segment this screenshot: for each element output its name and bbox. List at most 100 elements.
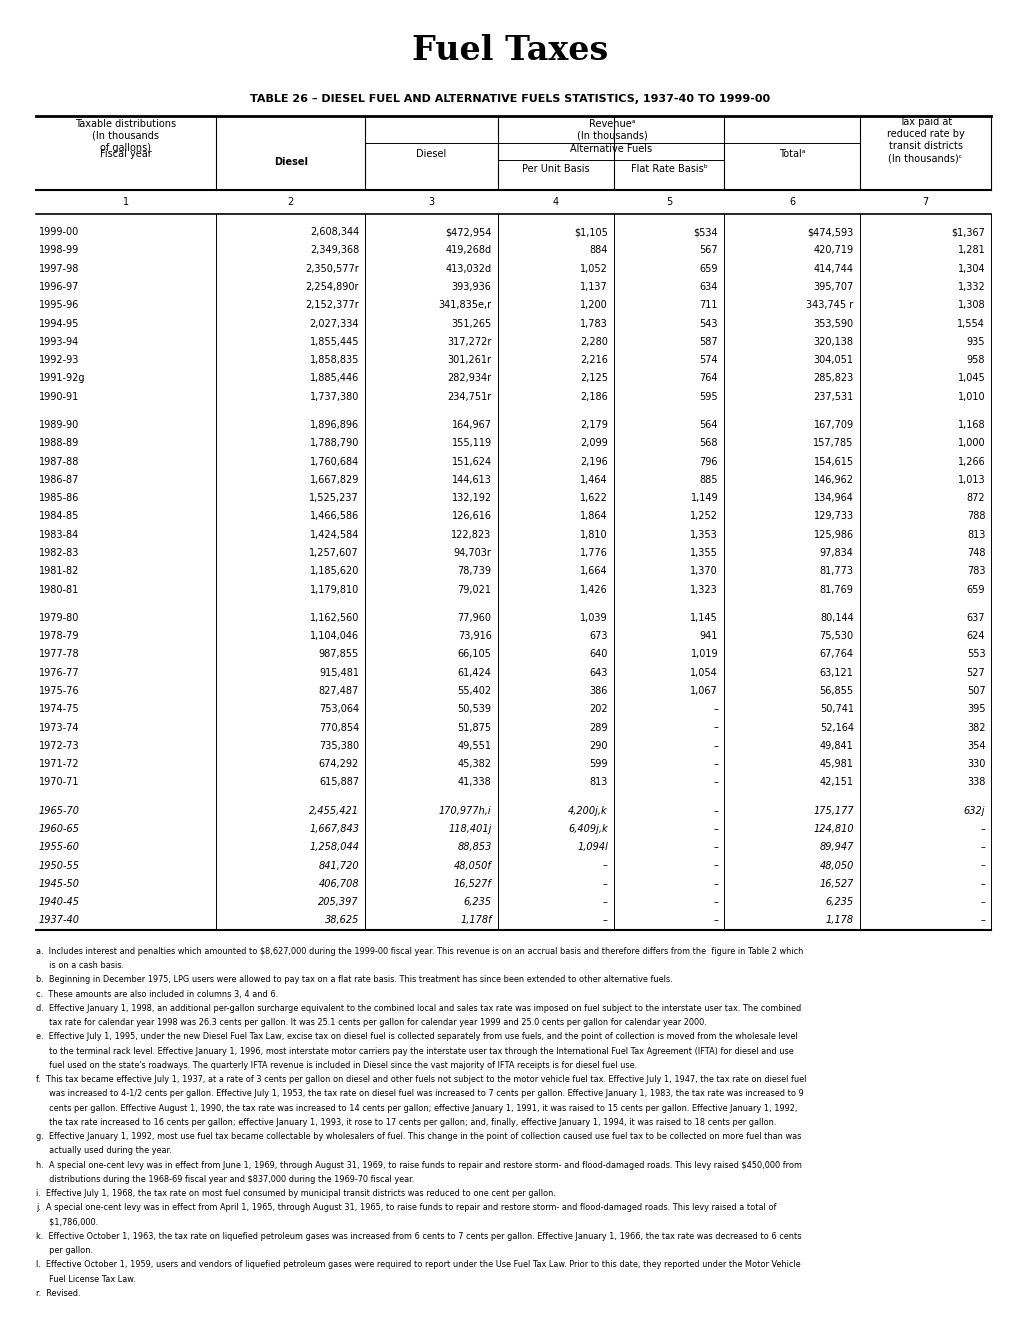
- Text: 202: 202: [589, 705, 607, 714]
- Text: 49,551: 49,551: [458, 741, 491, 751]
- Text: 1,464: 1,464: [580, 475, 607, 484]
- Text: $1,105: $1,105: [574, 227, 607, 238]
- Text: 353,590: 353,590: [813, 318, 853, 329]
- Text: was increased to 4-1/2 cents per gallon. Effective July 1, 1953, the tax rate on: was increased to 4-1/2 cents per gallon.…: [36, 1089, 803, 1098]
- Text: b.  Beginning in December 1975, LPG users were allowed to pay tax on a flat rate: b. Beginning in December 1975, LPG users…: [36, 975, 672, 985]
- Text: 285,823: 285,823: [813, 374, 853, 383]
- Text: –: –: [712, 898, 717, 907]
- Text: 81,773: 81,773: [819, 566, 853, 577]
- Text: 813: 813: [966, 529, 984, 540]
- Text: 1972-73: 1972-73: [39, 741, 79, 751]
- Text: 129,733: 129,733: [813, 511, 853, 521]
- Text: Taxable distributions: Taxable distributions: [75, 119, 176, 129]
- Text: 872: 872: [966, 494, 984, 503]
- Text: 841,720: 841,720: [318, 861, 359, 871]
- Text: 6,409j,k: 6,409j,k: [568, 824, 607, 834]
- Text: 125,986: 125,986: [813, 529, 853, 540]
- Text: 527: 527: [966, 668, 984, 677]
- Text: 48,050: 48,050: [818, 861, 853, 871]
- Text: 1,525,237: 1,525,237: [309, 494, 359, 503]
- Text: (In thousands)ᶜ: (In thousands)ᶜ: [888, 153, 962, 164]
- Text: 1,667,829: 1,667,829: [310, 475, 359, 484]
- Text: 783: 783: [966, 566, 984, 577]
- Text: 1,179,810: 1,179,810: [310, 585, 359, 594]
- Text: 52,164: 52,164: [819, 722, 853, 733]
- Text: i.  Effective July 1, 1968, the tax rate on most fuel consumed by municipal tran: i. Effective July 1, 1968, the tax rate …: [36, 1189, 555, 1199]
- Text: 1,137: 1,137: [580, 282, 607, 292]
- Text: 317,272r: 317,272r: [446, 337, 491, 347]
- Text: 634: 634: [699, 282, 717, 292]
- Text: 393,936: 393,936: [451, 282, 491, 292]
- Text: 420,719: 420,719: [813, 246, 853, 255]
- Text: 80,144: 80,144: [819, 612, 853, 623]
- Text: 1,885,446: 1,885,446: [310, 374, 359, 383]
- Text: 1,067: 1,067: [690, 686, 717, 696]
- Text: is on a cash basis.: is on a cash basis.: [36, 961, 123, 970]
- Text: 2,179: 2,179: [580, 420, 607, 430]
- Text: r.  Revised.: r. Revised.: [36, 1288, 81, 1298]
- Text: 290: 290: [589, 741, 607, 751]
- Text: 1987-88: 1987-88: [39, 457, 79, 466]
- Text: 632j: 632j: [963, 805, 984, 816]
- Text: 1,013: 1,013: [957, 475, 984, 484]
- Text: 45,382: 45,382: [458, 759, 491, 770]
- Text: 6,235: 6,235: [463, 898, 491, 907]
- Text: 1950-55: 1950-55: [39, 861, 79, 871]
- Text: 1,000: 1,000: [957, 438, 984, 449]
- Text: 1,019: 1,019: [690, 649, 717, 660]
- Text: 1,054: 1,054: [690, 668, 717, 677]
- Text: 304,051: 304,051: [813, 355, 853, 366]
- Text: Tax paid at: Tax paid at: [898, 117, 952, 128]
- Text: 144,613: 144,613: [451, 475, 491, 484]
- Text: 1,200: 1,200: [580, 300, 607, 310]
- Text: –: –: [602, 861, 607, 871]
- Text: 7: 7: [921, 197, 928, 207]
- Text: 1,145: 1,145: [690, 612, 717, 623]
- Text: Alternative Fuels: Alternative Fuels: [570, 144, 651, 154]
- Text: –: –: [979, 916, 984, 925]
- Text: of gallons): of gallons): [100, 143, 151, 153]
- Text: 796: 796: [699, 457, 717, 466]
- Text: –: –: [712, 861, 717, 871]
- Text: 1973-74: 1973-74: [39, 722, 79, 733]
- Text: 753,064: 753,064: [319, 705, 359, 714]
- Text: 1981-82: 1981-82: [39, 566, 79, 577]
- Text: 1971-72: 1971-72: [39, 759, 79, 770]
- Text: 788: 788: [966, 511, 984, 521]
- Text: 1,252: 1,252: [690, 511, 717, 521]
- Text: 564: 564: [699, 420, 717, 430]
- Text: 624: 624: [966, 631, 984, 642]
- Text: 1,308: 1,308: [957, 300, 984, 310]
- Text: $474,593: $474,593: [807, 227, 853, 238]
- Text: f.  This tax became effective July 1, 1937, at a rate of 3 cents per gallon on d: f. This tax became effective July 1, 193…: [36, 1074, 805, 1084]
- Text: 41,338: 41,338: [458, 777, 491, 788]
- Text: –: –: [712, 824, 717, 834]
- Text: 643: 643: [589, 668, 607, 677]
- Text: 827,487: 827,487: [319, 686, 359, 696]
- Text: 1965-70: 1965-70: [39, 805, 79, 816]
- Text: 640: 640: [589, 649, 607, 660]
- Text: 16,527: 16,527: [818, 879, 853, 888]
- Text: 1990-91: 1990-91: [39, 392, 78, 401]
- Text: 1,776: 1,776: [580, 548, 607, 558]
- Text: 941: 941: [699, 631, 717, 642]
- Text: 935: 935: [966, 337, 984, 347]
- Text: 1,094l: 1,094l: [577, 842, 607, 853]
- Text: 1989-90: 1989-90: [39, 420, 78, 430]
- Text: 1,355: 1,355: [690, 548, 717, 558]
- Text: 1,178f: 1,178f: [460, 916, 491, 925]
- Text: 413,032d: 413,032d: [445, 264, 491, 273]
- Text: 1,864: 1,864: [580, 511, 607, 521]
- Text: 599: 599: [589, 759, 607, 770]
- Text: 167,709: 167,709: [813, 420, 853, 430]
- Text: a.  Includes interest and penalties which amounted to $8,627,000 during the 1999: a. Includes interest and penalties which…: [36, 946, 802, 956]
- Text: 205,397: 205,397: [318, 898, 359, 907]
- Text: 1,010: 1,010: [957, 392, 984, 401]
- Text: 1974-75: 1974-75: [39, 705, 79, 714]
- Text: –: –: [979, 861, 984, 871]
- Text: (In thousands: (In thousands: [93, 131, 159, 141]
- Text: 3: 3: [428, 197, 434, 207]
- Text: 1980-81: 1980-81: [39, 585, 78, 594]
- Text: 1,162,560: 1,162,560: [310, 612, 359, 623]
- Text: 49,841: 49,841: [819, 741, 853, 751]
